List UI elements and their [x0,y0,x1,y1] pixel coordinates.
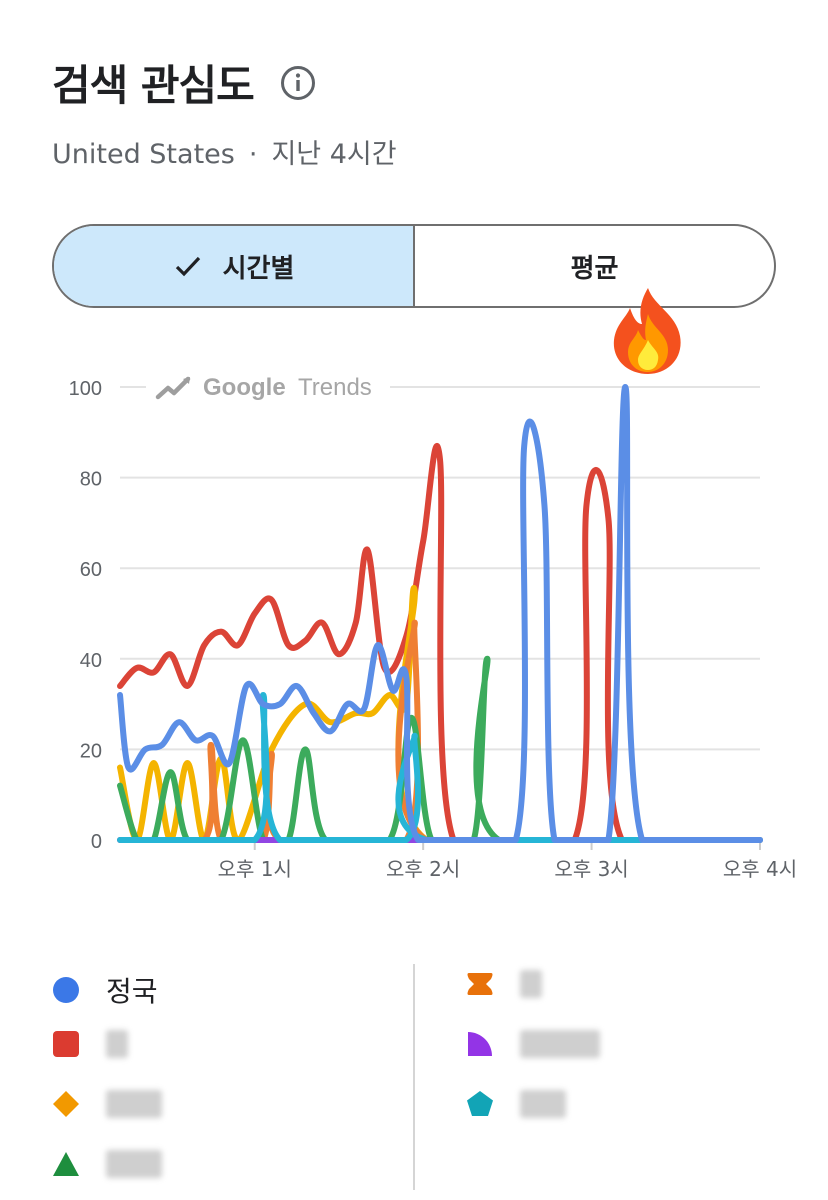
page-title: 검색 관심도 [52,61,255,110]
bowtie-icon [467,973,493,995]
legend-item-5[interactable] [466,970,542,998]
watermark-trends: Trends [298,374,372,401]
legend: 정국 [0,950,828,1200]
legend-divider [413,964,415,1190]
legend-item-2[interactable] [52,1030,128,1058]
redacted-label [106,1090,162,1118]
x-tick-label: 오후 2시 [386,857,460,881]
square-icon [53,1031,79,1057]
chart-series [117,384,763,844]
series-line-6[interactable] [117,384,763,844]
check-icon [175,256,200,277]
period-label[interactable]: 지난 4시간 [271,139,397,170]
legend-item-7[interactable] [466,1090,566,1118]
view-toggle: 시간별 평균 [52,224,776,308]
y-tick-label: 60 [80,559,102,581]
series-line-3[interactable] [117,655,763,844]
y-axis-labels: 0 20 40 60 80 100 [69,378,102,853]
region-label[interactable]: United States [52,139,235,170]
hourly-label: 시간별 [222,253,295,284]
watermark-google: Google [203,374,286,401]
legend-item-3[interactable] [52,1090,162,1118]
legend-item-4[interactable] [52,1150,162,1178]
x-tick-label: 오후 3시 [554,857,628,881]
legend-label-jungkook: 정국 [106,975,158,1008]
x-axis-labels: 오후 1시 오후 2시 오후 3시 오후 4시 [218,840,797,881]
y-tick-label: 100 [69,378,102,400]
hourly-toggle-button[interactable]: 시간별 [54,226,415,306]
redacted-label [520,970,542,998]
x-tick-label: 오후 4시 [723,857,797,881]
triangle-icon [53,1152,79,1176]
title-row: 검색 관심도 [52,52,316,113]
redacted-label [520,1090,566,1118]
y-tick-label: 0 [91,831,102,853]
redacted-label [106,1150,162,1178]
subtitle: United States · 지난 4시간 [52,132,397,171]
average-label: 평균 [570,253,619,284]
x-tick-label: 오후 1시 [218,857,292,881]
average-toggle-button[interactable]: 평균 [415,226,774,306]
trends-icon [155,376,191,400]
watermark: Google Trends [146,372,390,402]
redacted-label [520,1030,600,1058]
separator-dot: · [248,139,258,170]
diamond-icon [53,1091,79,1117]
circle-icon [53,977,79,1003]
series-line-0[interactable] [117,443,763,844]
y-tick-label: 20 [80,740,102,762]
fire-icon [613,288,681,374]
legend-item-jungkook[interactable]: 정국 [52,970,158,1010]
pentagon-icon [467,1091,493,1116]
interest-chart: 0 20 40 60 80 100 오후 1시 오후 2시 오후 3시 오후 4시 Google… [69,372,797,881]
y-tick-label: 80 [80,469,102,491]
quarter-circle-icon [468,1032,492,1056]
redacted-label [106,1030,128,1058]
y-tick-label: 40 [80,650,102,672]
info-icon[interactable] [280,65,316,101]
legend-item-6[interactable] [466,1030,600,1058]
